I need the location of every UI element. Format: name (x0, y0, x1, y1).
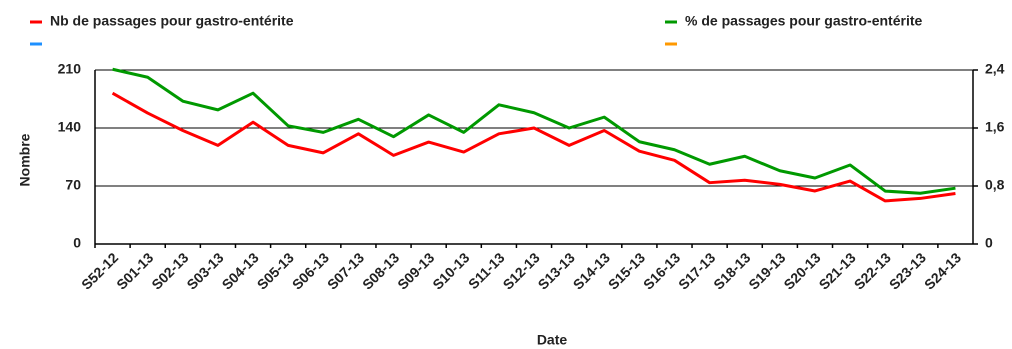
series-line (112, 67, 956, 195)
y-tick-label: 140 (58, 119, 82, 135)
x-tick-label: S23-13 (886, 249, 929, 292)
x-tick-label: S08-13 (359, 249, 402, 292)
x-tick-label: S18-13 (710, 249, 753, 292)
x-tick-label: S06-13 (289, 249, 332, 292)
x-tick-label: S14-13 (570, 249, 613, 292)
x-tick-label: S01-13 (113, 249, 156, 292)
y-axis-label: Nombre (17, 133, 33, 186)
y-tick-label: 0 (73, 235, 81, 251)
x-tick-label: S09-13 (394, 249, 437, 292)
y2-tick-label: 0,8 (985, 177, 1005, 193)
x-tick-label: S16-13 (640, 249, 683, 292)
x-tick-label: S03-13 (183, 249, 226, 292)
x-tick-label: S02-13 (148, 249, 191, 292)
x-tick-label: S22-13 (851, 249, 894, 292)
y-tick-label: 70 (65, 177, 81, 193)
y2-tick-label: 2,4 (985, 61, 1005, 77)
x-tick-label: S21-13 (816, 249, 859, 292)
x-tick-label: S24-13 (921, 249, 964, 292)
x-tick-label: S11-13 (465, 249, 508, 292)
series-line (111, 91, 956, 203)
x-tick-label: S10-13 (429, 249, 472, 292)
y-tick-label: 210 (58, 61, 82, 77)
legend-label: Nb de passages pour gastro-entérite (50, 13, 294, 29)
x-tick-label: S05-13 (254, 249, 297, 292)
x-tick-label: S20-13 (780, 249, 823, 292)
x-tick-label: S15-13 (605, 249, 648, 292)
x-tick-label: S17-13 (675, 249, 718, 292)
y2-tick-label: 0 (985, 235, 993, 251)
x-tick-label: S19-13 (745, 249, 788, 292)
y2-tick-label: 1,6 (985, 119, 1005, 135)
legend-label: % de passages pour gastro-entérite (685, 13, 923, 29)
x-tick-label: S12-13 (499, 249, 542, 292)
x-tick-label: S13-13 (535, 249, 578, 292)
x-tick-label: S52-12 (78, 249, 121, 292)
x-tick-label: S07-13 (324, 249, 367, 292)
x-tick-label: S04-13 (219, 249, 262, 292)
x-axis-label: Date (537, 332, 568, 348)
